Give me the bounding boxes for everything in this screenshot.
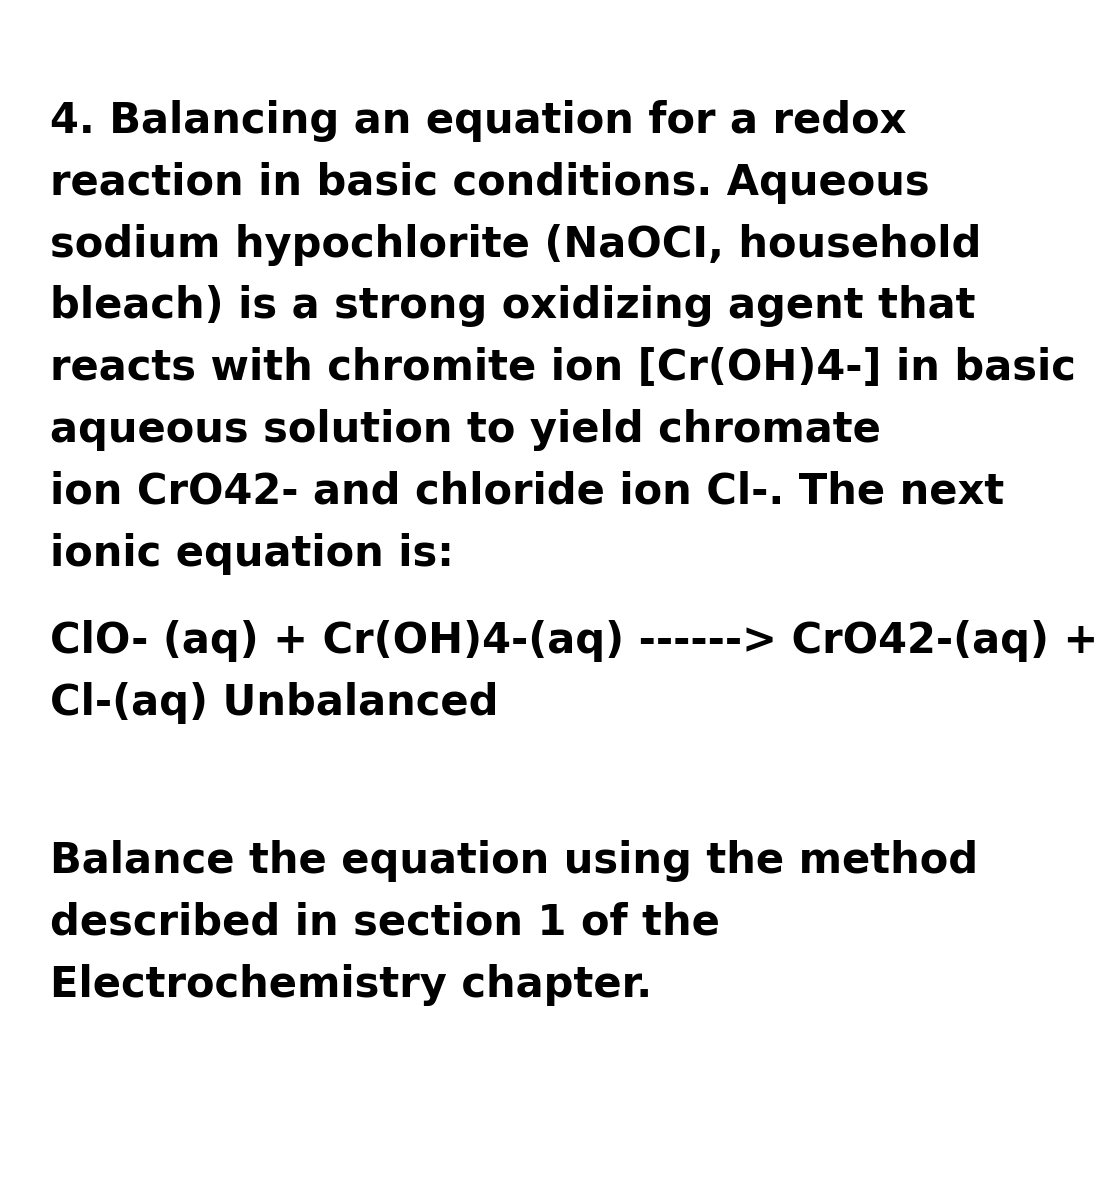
Text: ClO- (aq) + Cr(OH)4-(aq) ------> CrO42-(aq) +
Cl-(aq) Unbalanced: ClO- (aq) + Cr(OH)4-(aq) ------> CrO42-(… bbox=[50, 620, 1098, 724]
Text: Balance the equation using the method
described in section 1 of the
Electrochemi: Balance the equation using the method de… bbox=[50, 840, 978, 1006]
Text: 4. Balancing an equation for a redox
reaction in basic conditions. Aqueous
sodiu: 4. Balancing an equation for a redox rea… bbox=[50, 100, 1076, 575]
